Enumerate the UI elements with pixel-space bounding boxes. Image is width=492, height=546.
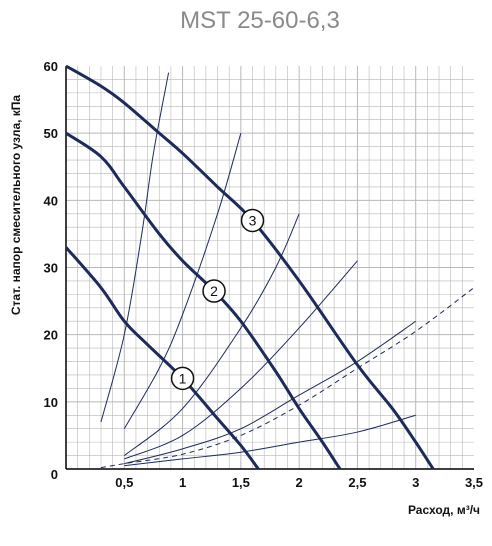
y-tick-label: 10	[44, 395, 58, 410]
chart-title: MST 25-60-6,3	[180, 7, 340, 34]
x-tick-label: 2,5	[348, 475, 366, 490]
x-tick-label: 1,5	[232, 475, 250, 490]
y-tick-label: 20	[44, 328, 58, 343]
curve-marker-2: 2	[202, 279, 226, 303]
x-axis-label: Расход, м³/ч	[408, 503, 480, 517]
curve-marker-circle	[240, 208, 265, 233]
system-curves	[100, 72, 475, 469]
curve-marker-1: 1	[170, 366, 195, 391]
y-tick-label: 60	[44, 59, 58, 74]
pump-curves: 1 2 3	[64, 64, 435, 470]
y-axis-label: Стат. напор смесительного узла, кПа	[9, 95, 23, 316]
system-curve-3	[123, 213, 300, 456]
x-tick-label: 0,5	[115, 475, 133, 490]
y-tick-label: 50	[44, 126, 58, 141]
pump-curve-1	[64, 246, 260, 470]
x-tick-label: 1	[179, 475, 186, 490]
curve-marker-label: 3	[249, 212, 257, 228]
system-curve-6	[124, 414, 416, 467]
tick-labels: 0,5 1 1,5 2 2,5 3 3,5 0 10 20 30 40 50 60	[44, 59, 484, 490]
system-curve-dashed	[100, 287, 475, 469]
curve-marker-label: 2	[210, 283, 218, 299]
system-curve-2	[123, 133, 242, 429]
curve-marker-label: 1	[179, 370, 187, 386]
x-tick-label: 3	[412, 475, 419, 490]
curve-marker-circle	[170, 366, 195, 391]
system-curve-4	[124, 260, 358, 460]
system-curve-1	[100, 72, 170, 423]
curve-marker-3: 3	[240, 208, 265, 233]
axes	[65, 66, 474, 470]
pump-curve-3	[65, 64, 435, 470]
y-tick-label: 40	[44, 193, 58, 208]
grid	[66, 66, 474, 469]
x-tick-label: 3,5	[465, 475, 483, 490]
system-curve-5	[124, 320, 416, 465]
y-tick-label: 30	[44, 261, 58, 276]
curve-marker-circle	[202, 279, 226, 303]
x-tick-label: 2	[296, 475, 303, 490]
y-tick-label: 0	[51, 467, 58, 482]
